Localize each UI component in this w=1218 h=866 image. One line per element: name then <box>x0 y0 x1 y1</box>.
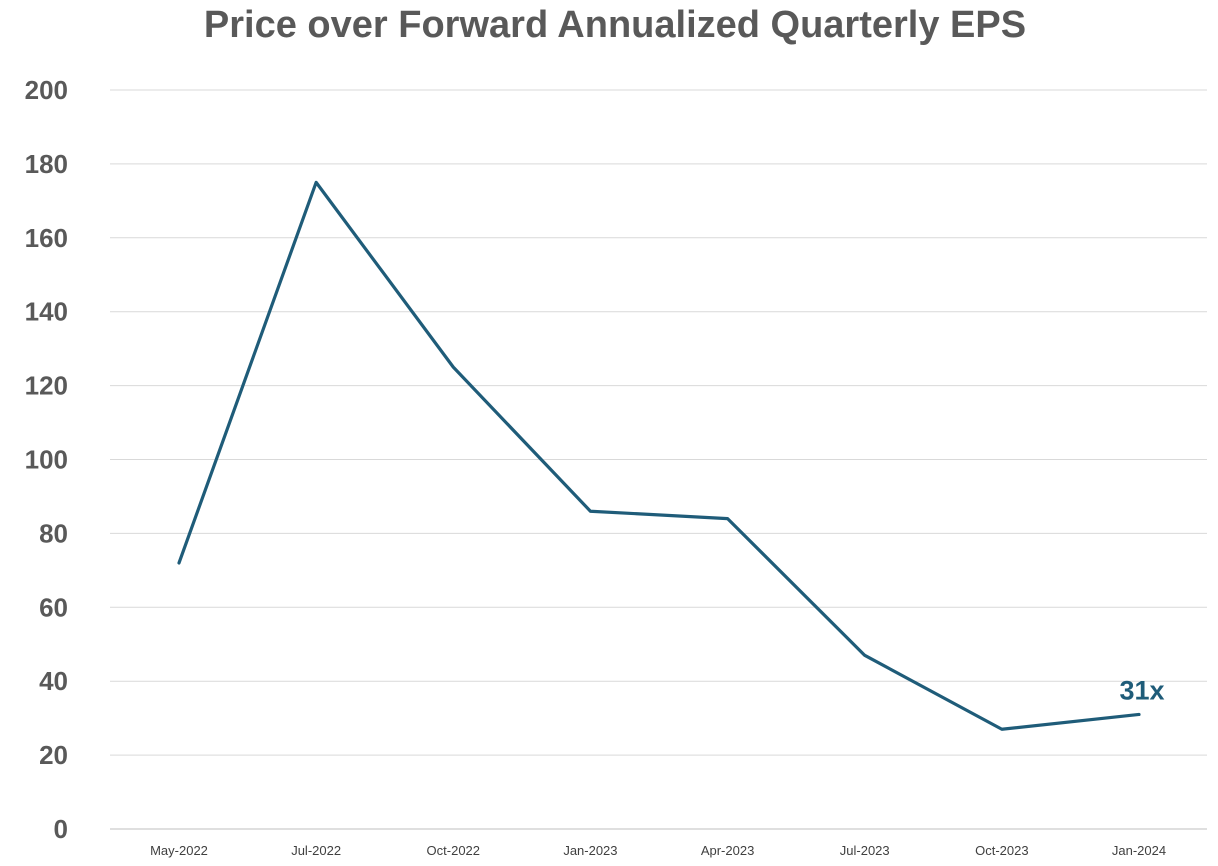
x-tick-label: Oct-2022 <box>427 843 480 858</box>
gridlines <box>110 89 1207 830</box>
y-tick-label: 20 <box>39 740 68 770</box>
x-tick-label: Jul-2022 <box>291 843 341 858</box>
y-tick-label: 60 <box>39 592 68 622</box>
y-tick-label: 160 <box>25 223 68 253</box>
y-tick-label: 180 <box>25 149 68 179</box>
series-line <box>177 180 1141 731</box>
y-axis-tick-labels: 0 20 40 60 80 100 120 140 160 180 200 <box>25 75 68 844</box>
y-tick-label: 40 <box>39 666 68 696</box>
y-tick-label: 100 <box>25 445 68 475</box>
x-tick-label: May-2022 <box>150 843 208 858</box>
y-tick-label: 140 <box>25 297 68 327</box>
y-tick-label: 120 <box>25 371 68 401</box>
x-tick-label: Oct-2023 <box>975 843 1028 858</box>
chart-title: Price over Forward Annualized Quarterly … <box>203 4 1027 46</box>
last-value-annotation: 31x <box>1119 675 1164 705</box>
y-tick-label: 200 <box>25 75 68 105</box>
x-tick-label: Jan-2024 <box>1112 843 1166 858</box>
y-tick-label: 0 <box>54 814 68 844</box>
x-tick-label: Apr-2023 <box>701 843 754 858</box>
x-axis-tick-labels: May-2022 Jul-2022 Oct-2022 Jan-2023 Apr-2023… <box>150 843 1166 858</box>
annotations: 31x <box>1119 675 1164 705</box>
x-tick-label: Jan-2023 <box>563 843 617 858</box>
series-layer <box>177 180 1141 731</box>
x-tick-label: Jul-2023 <box>840 843 890 858</box>
y-tick-label: 80 <box>39 518 68 548</box>
